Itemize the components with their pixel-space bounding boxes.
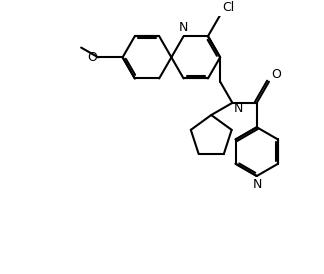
Text: Cl: Cl	[222, 1, 234, 14]
Text: O: O	[87, 51, 97, 64]
Text: N: N	[253, 178, 262, 191]
Text: O: O	[271, 68, 281, 81]
Text: N: N	[233, 102, 243, 115]
Text: N: N	[179, 21, 188, 34]
